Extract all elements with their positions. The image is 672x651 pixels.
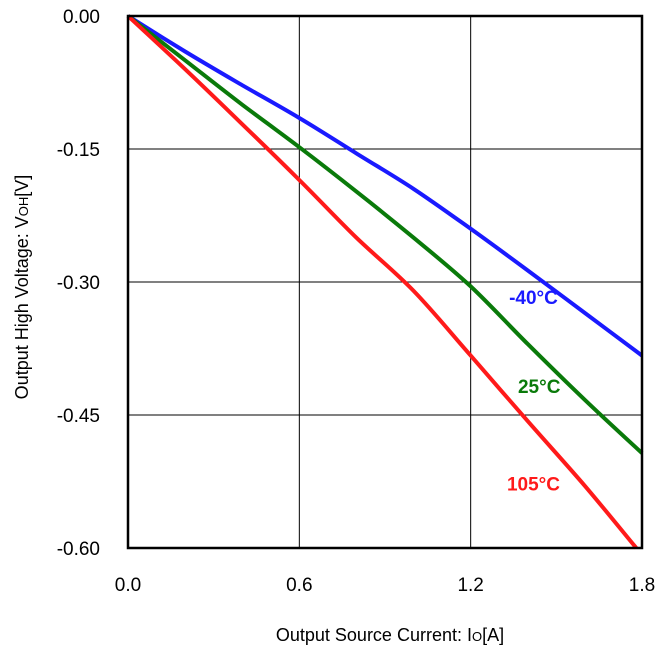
x-axis-label: Output Source Current: IO[A] <box>276 625 504 645</box>
x-tick-label: 1.8 <box>629 575 655 596</box>
y-tick-label: -0.15 <box>57 140 100 161</box>
series-line-25c <box>126 14 644 455</box>
y-tick-label: -0.30 <box>57 273 100 294</box>
y-axis-label: Output High Voltage: VOH[V] <box>12 175 32 400</box>
x-tick-label: 0.6 <box>286 575 312 596</box>
y-tick-labels: 0.00 -0.15 -0.30 -0.45 -0.60 <box>57 7 100 560</box>
plot-frame <box>126 14 644 550</box>
grid-lines <box>127 15 643 549</box>
y-tick-label: -0.45 <box>57 406 100 427</box>
series-label: 105°C <box>507 474 560 495</box>
x-axis-label-unit: [A] <box>482 625 504 645</box>
x-axis-label-sub: O <box>472 629 482 644</box>
series-label: 25°C <box>518 377 561 398</box>
x-tick-label: 1.2 <box>457 575 483 596</box>
y-tick-label: 0.00 <box>63 7 100 28</box>
series-label: -40°C <box>509 288 558 309</box>
x-axis-label-main: Output Source Current: I <box>276 625 472 645</box>
series-line-105c <box>126 14 638 550</box>
y-axis-label-main: Output High Voltage: V <box>12 216 32 399</box>
y-tick-label: -0.60 <box>57 539 100 560</box>
x-tick-label: 0.0 <box>115 575 141 596</box>
series-annotations: -40°C 25°C 105°C <box>507 288 561 495</box>
y-axis-label-sub: OH <box>16 197 31 217</box>
x-tick-labels: 0.0 0.6 1.2 1.8 <box>115 575 655 596</box>
series-lines <box>126 14 644 550</box>
y-axis-label-unit: [V] <box>12 175 32 197</box>
series-line-40c <box>126 14 644 358</box>
